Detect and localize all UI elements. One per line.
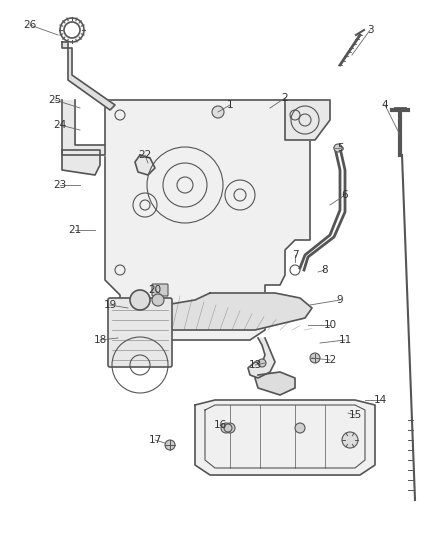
Polygon shape [62,150,100,175]
Text: 20: 20 [148,285,162,295]
Circle shape [342,432,358,448]
Circle shape [152,294,164,306]
Text: 12: 12 [323,355,337,365]
Text: 24: 24 [53,120,67,130]
Polygon shape [62,42,115,110]
Text: 16: 16 [213,420,226,430]
Circle shape [130,290,150,310]
Text: 25: 25 [48,95,62,105]
Text: 2: 2 [282,93,288,103]
Text: 11: 11 [339,335,352,345]
Polygon shape [255,372,295,395]
Circle shape [295,423,305,433]
Polygon shape [135,155,155,175]
Text: 13: 13 [248,360,261,370]
Circle shape [224,424,232,432]
Text: 15: 15 [348,410,362,420]
Polygon shape [248,338,275,378]
Circle shape [212,106,224,118]
Circle shape [225,423,235,433]
Circle shape [165,440,175,450]
Circle shape [310,353,320,363]
Text: 23: 23 [53,180,67,190]
Polygon shape [62,100,105,155]
Text: 7: 7 [292,250,298,260]
Polygon shape [285,100,330,140]
Text: 4: 4 [381,100,389,110]
Text: 8: 8 [321,265,328,275]
Polygon shape [195,400,375,475]
Text: 10: 10 [323,320,336,330]
FancyBboxPatch shape [108,298,172,367]
Circle shape [334,144,342,152]
Text: 17: 17 [148,435,162,445]
Circle shape [258,359,266,367]
Text: 21: 21 [68,225,81,235]
Text: 6: 6 [342,190,348,200]
Text: 14: 14 [373,395,387,405]
Text: 5: 5 [337,143,343,153]
Text: 9: 9 [337,295,343,305]
Polygon shape [105,100,310,340]
Text: 22: 22 [138,150,152,160]
Text: 19: 19 [103,300,117,310]
Text: 18: 18 [93,335,106,345]
Text: 1: 1 [227,100,233,110]
Polygon shape [145,293,312,330]
Text: 26: 26 [23,20,37,30]
FancyBboxPatch shape [152,284,168,296]
Circle shape [221,423,231,433]
Text: 3: 3 [367,25,373,35]
